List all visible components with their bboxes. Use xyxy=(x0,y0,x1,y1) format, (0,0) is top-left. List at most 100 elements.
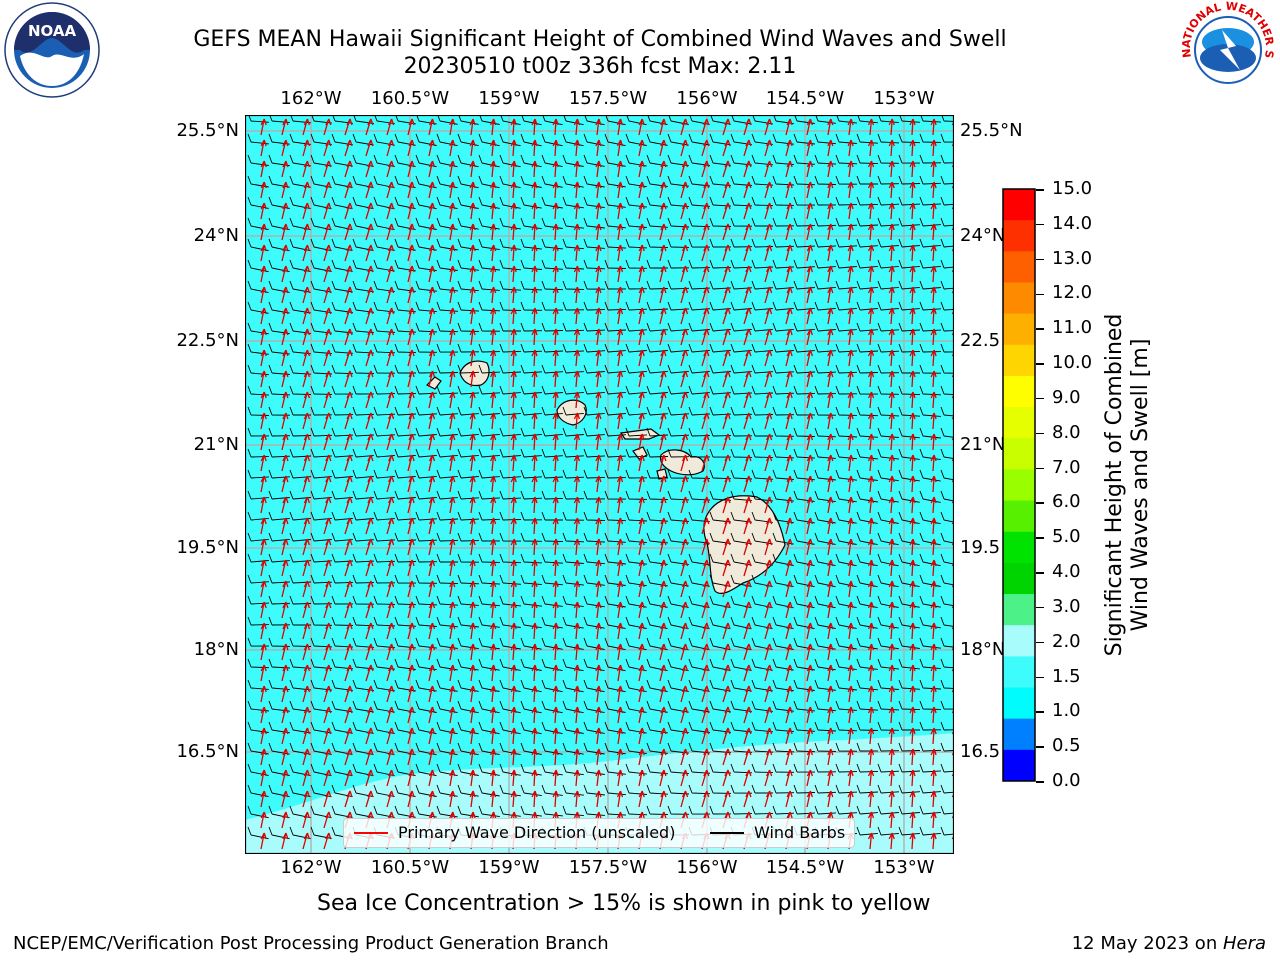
wind-barb xyxy=(562,280,585,290)
wave-direction-arrow xyxy=(428,559,436,577)
wind-barb xyxy=(814,196,837,206)
wave-direction-arrow xyxy=(847,307,854,325)
wave-direction-arrow xyxy=(281,790,289,808)
wave-direction-arrow xyxy=(510,139,517,157)
wind-barb xyxy=(457,427,479,437)
wave-direction-arrow xyxy=(680,727,689,745)
wave-direction-arrow xyxy=(302,643,311,661)
wave-direction-arrow xyxy=(386,601,395,619)
wind-barb xyxy=(856,721,879,731)
wave-direction-arrow xyxy=(722,160,731,178)
wind-barb xyxy=(688,679,710,692)
wind-barb xyxy=(688,658,710,672)
wave-direction-arrow xyxy=(407,349,415,367)
wind-barb xyxy=(730,553,752,566)
wave-direction-arrow xyxy=(260,622,267,640)
wind-barb xyxy=(478,658,500,671)
wave-direction-arrow xyxy=(909,475,916,493)
footer-credit: NCEP/EMC/Verification Post Processing Pr… xyxy=(13,933,609,954)
wind-barb xyxy=(583,532,606,543)
wave-direction-arrow xyxy=(867,538,875,556)
wave-direction-arrow xyxy=(701,790,710,808)
wind-barb xyxy=(289,322,311,334)
wind-barb xyxy=(814,679,836,691)
wave-direction-arrow xyxy=(680,601,689,619)
wind-barb xyxy=(478,763,500,776)
wave-direction-arrow xyxy=(930,790,937,808)
wind-barb xyxy=(310,133,332,146)
wave-direction-arrow xyxy=(386,706,395,724)
wind-barb xyxy=(835,448,857,460)
wave-direction-arrow xyxy=(595,496,602,514)
wave-direction-arrow xyxy=(785,244,793,262)
wind-barb xyxy=(478,490,501,500)
wave-direction-arrow xyxy=(616,727,624,745)
wind-barb xyxy=(877,301,899,311)
wind-barb xyxy=(835,322,857,332)
wind-barb xyxy=(856,784,879,794)
wind-barb xyxy=(793,301,815,311)
wave-direction-arrow xyxy=(386,391,395,409)
wind-barb xyxy=(814,238,837,248)
wave-direction-arrow xyxy=(428,244,436,262)
wind-barb xyxy=(478,721,500,735)
wave-direction-arrow xyxy=(469,181,476,199)
wind-barb xyxy=(919,364,942,374)
wave-direction-arrow xyxy=(302,391,311,409)
wind-barb xyxy=(583,469,606,479)
wave-direction-arrow xyxy=(573,391,581,409)
wave-direction-arrow xyxy=(659,202,667,220)
wind-barb xyxy=(499,343,522,353)
wave-direction-arrow xyxy=(867,475,875,493)
wave-direction-arrow xyxy=(743,580,752,598)
wave-direction-arrow xyxy=(722,202,731,220)
wave-direction-arrow xyxy=(469,538,476,556)
wave-direction-arrow xyxy=(407,391,415,409)
wave-direction-arrow xyxy=(531,622,538,640)
wave-direction-arrow xyxy=(680,202,689,220)
wind-barb xyxy=(478,238,500,251)
wind-barb xyxy=(688,175,710,187)
wave-direction-arrow xyxy=(344,727,353,745)
wave-direction-arrow xyxy=(616,265,624,283)
wind-barb xyxy=(457,364,480,374)
wave-direction-arrow xyxy=(701,265,710,283)
wave-direction-arrow xyxy=(490,517,497,535)
wind-barb xyxy=(856,364,879,374)
wave-direction-arrow xyxy=(638,643,645,661)
wind-barb xyxy=(373,259,395,272)
footer-date-text: 12 May 2023 on xyxy=(1071,933,1223,954)
wave-direction-arrow xyxy=(595,328,602,346)
wave-direction-arrow xyxy=(930,391,937,409)
wave-direction-arrow xyxy=(428,370,436,388)
wind-barb xyxy=(730,595,752,609)
wave-direction-arrow xyxy=(616,349,624,367)
wave-direction-arrow xyxy=(595,370,602,388)
wave-direction-arrow xyxy=(888,643,895,661)
colorbar-tick-label: 6.0 xyxy=(1052,491,1081,513)
wave-direction-arrow xyxy=(449,559,456,577)
wave-direction-arrow xyxy=(302,139,311,157)
wave-direction-arrow xyxy=(867,391,875,409)
wave-direction-arrow xyxy=(573,517,581,535)
wave-direction-arrow xyxy=(260,811,267,829)
wave-direction-arrow xyxy=(407,727,415,745)
wind-barb xyxy=(919,133,942,143)
wave-direction-arrow xyxy=(888,454,895,472)
wave-direction-arrow xyxy=(428,496,436,514)
wave-direction-arrow xyxy=(281,664,289,682)
wave-direction-arrow xyxy=(281,601,289,619)
wave-direction-arrow xyxy=(930,517,937,535)
wave-direction-arrow xyxy=(510,580,517,598)
wind-barb xyxy=(457,196,479,209)
wave-direction-arrow xyxy=(510,685,517,703)
wave-direction-arrow xyxy=(930,244,937,262)
colorbar-tick-label: 7.0 xyxy=(1052,456,1081,478)
wind-barb xyxy=(478,805,500,818)
wave-direction-arrow xyxy=(638,286,645,304)
wave-direction-arrow xyxy=(806,706,814,724)
wave-direction-arrow xyxy=(531,244,538,262)
wind-barb xyxy=(394,784,416,798)
wind-barb xyxy=(373,784,395,798)
wave-direction-arrow xyxy=(449,328,456,346)
